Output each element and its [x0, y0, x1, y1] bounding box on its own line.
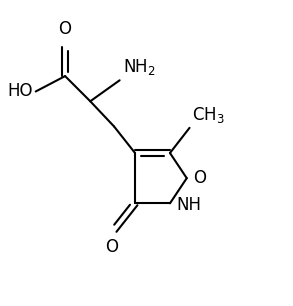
Text: O: O — [59, 20, 71, 38]
Text: HO: HO — [7, 83, 33, 100]
Text: O: O — [105, 238, 118, 256]
Text: NH: NH — [176, 196, 201, 214]
Text: NH$_2$: NH$_2$ — [123, 58, 156, 77]
Text: CH$_3$: CH$_3$ — [192, 105, 225, 125]
Text: O: O — [193, 169, 206, 187]
